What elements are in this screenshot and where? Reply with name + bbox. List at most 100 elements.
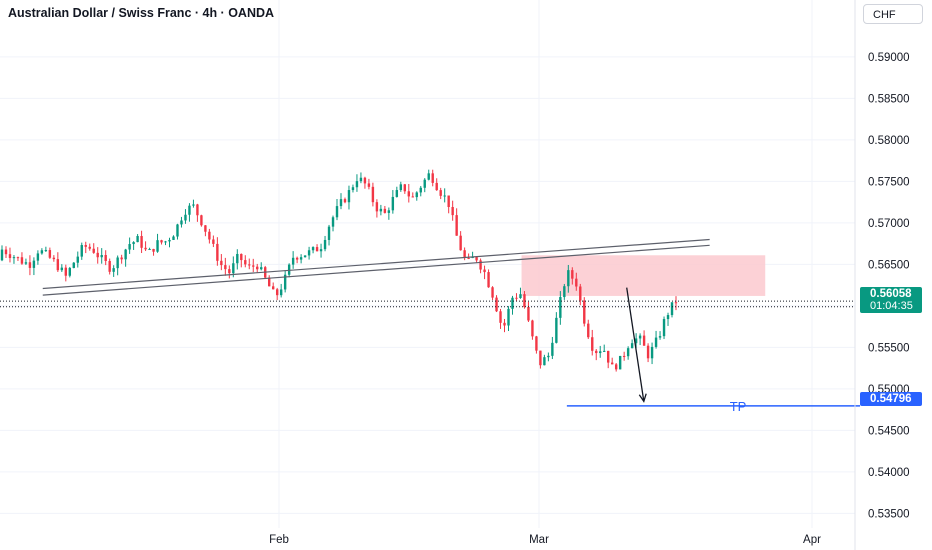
candle-body (363, 177, 367, 184)
candle-body (271, 286, 275, 290)
candle-body (303, 255, 307, 258)
candle-body (527, 306, 530, 321)
candle-body (112, 268, 115, 272)
currency-button[interactable]: CHF (863, 4, 923, 24)
candle-body (16, 257, 20, 259)
trendline (42, 244, 710, 296)
candle-body (347, 190, 351, 203)
candle-body (531, 320, 534, 337)
candle-body (0, 249, 4, 261)
candle-body (383, 208, 387, 213)
candle-body (44, 250, 48, 252)
candle-body (431, 173, 434, 183)
candle-body (68, 267, 71, 276)
candle-body (8, 254, 12, 259)
tp-label: TP (730, 399, 747, 414)
candle-body (56, 259, 60, 271)
price-tick-label: 0.56500 (868, 259, 910, 271)
candle-body (371, 186, 375, 203)
bar-countdown: 01:04:35 (870, 300, 913, 312)
candle-body (411, 196, 414, 198)
candle-body (335, 206, 339, 218)
candle-body (204, 225, 207, 232)
candle-body (435, 182, 438, 191)
price-tick-label: 0.55500 (868, 342, 910, 354)
price-tick-label: 0.57500 (868, 176, 910, 188)
candle-body (427, 173, 430, 180)
candle-body (515, 297, 518, 299)
candle-body (491, 287, 494, 298)
candle-body (24, 262, 28, 264)
price-axis[interactable]: 0.59000 0.58500 0.58000 0.57500 0.57000 0.565… (854, 0, 910, 550)
candle-body (666, 315, 670, 320)
candle-body (240, 253, 243, 261)
candle-body (543, 357, 546, 366)
candle-body (507, 308, 510, 326)
candle-body (64, 267, 68, 276)
candle-body (228, 269, 231, 274)
candle-body (646, 345, 650, 359)
candle-body (28, 262, 32, 268)
candle-body (439, 190, 442, 196)
price-tick-label: 0.53500 (868, 508, 910, 520)
candle-body (670, 302, 674, 316)
supply-zone-rect (521, 255, 766, 296)
supply-zone[interactable] (521, 255, 766, 296)
annotation-lines[interactable] (0, 238, 860, 407)
tp-price-badge: 0.54796 (860, 392, 922, 406)
candle-body (423, 179, 426, 188)
candle-body (311, 247, 315, 251)
candle-body (407, 191, 410, 197)
candle-body (479, 260, 482, 270)
candle-body (260, 267, 263, 270)
candle-body (40, 250, 44, 254)
candle-body (459, 235, 462, 251)
candle-body (519, 294, 522, 299)
candle-body (571, 270, 574, 279)
projection-arrow-head (638, 393, 647, 403)
candle-body (120, 257, 123, 260)
candle-body (12, 257, 16, 259)
candle-body (599, 351, 602, 354)
candle-body (291, 257, 295, 265)
price-tick-label: 0.54000 (868, 467, 910, 479)
candle-body (355, 181, 359, 188)
candle-body (192, 204, 195, 206)
candle-body (315, 247, 319, 252)
candle-body (443, 195, 446, 197)
candle-body (455, 215, 458, 236)
candle-body (128, 244, 131, 250)
candle-body (100, 255, 103, 258)
candle-body (108, 260, 111, 272)
candle-body (503, 322, 506, 326)
candle-body (283, 274, 287, 290)
candle-body (563, 286, 566, 298)
candle-body (72, 262, 75, 268)
candle-body (614, 364, 618, 370)
candle-body (662, 319, 666, 337)
candle-body (483, 269, 486, 273)
candle-body (156, 240, 159, 252)
symbol-title: Australian Dollar / Swiss Franc · 4h · O… (8, 6, 275, 20)
candle-body (236, 253, 239, 264)
last-price-value: 0.56058 (870, 288, 912, 300)
candle-body (634, 338, 638, 344)
candle-body (575, 278, 578, 287)
candle-body (343, 199, 347, 203)
candle-body (391, 196, 395, 211)
candle-body (275, 289, 279, 296)
candle-body (188, 205, 191, 215)
candle-body (216, 243, 219, 261)
candle-body (136, 236, 139, 243)
candle-body (140, 236, 143, 248)
candle-body (630, 343, 634, 349)
candle-body (603, 350, 606, 352)
candle-body (268, 277, 271, 287)
candle-body (658, 336, 662, 338)
candle-body (144, 247, 147, 250)
candle-body (52, 257, 56, 260)
candle-body (331, 217, 335, 227)
candle-body (467, 257, 470, 259)
candle-body (323, 239, 327, 250)
